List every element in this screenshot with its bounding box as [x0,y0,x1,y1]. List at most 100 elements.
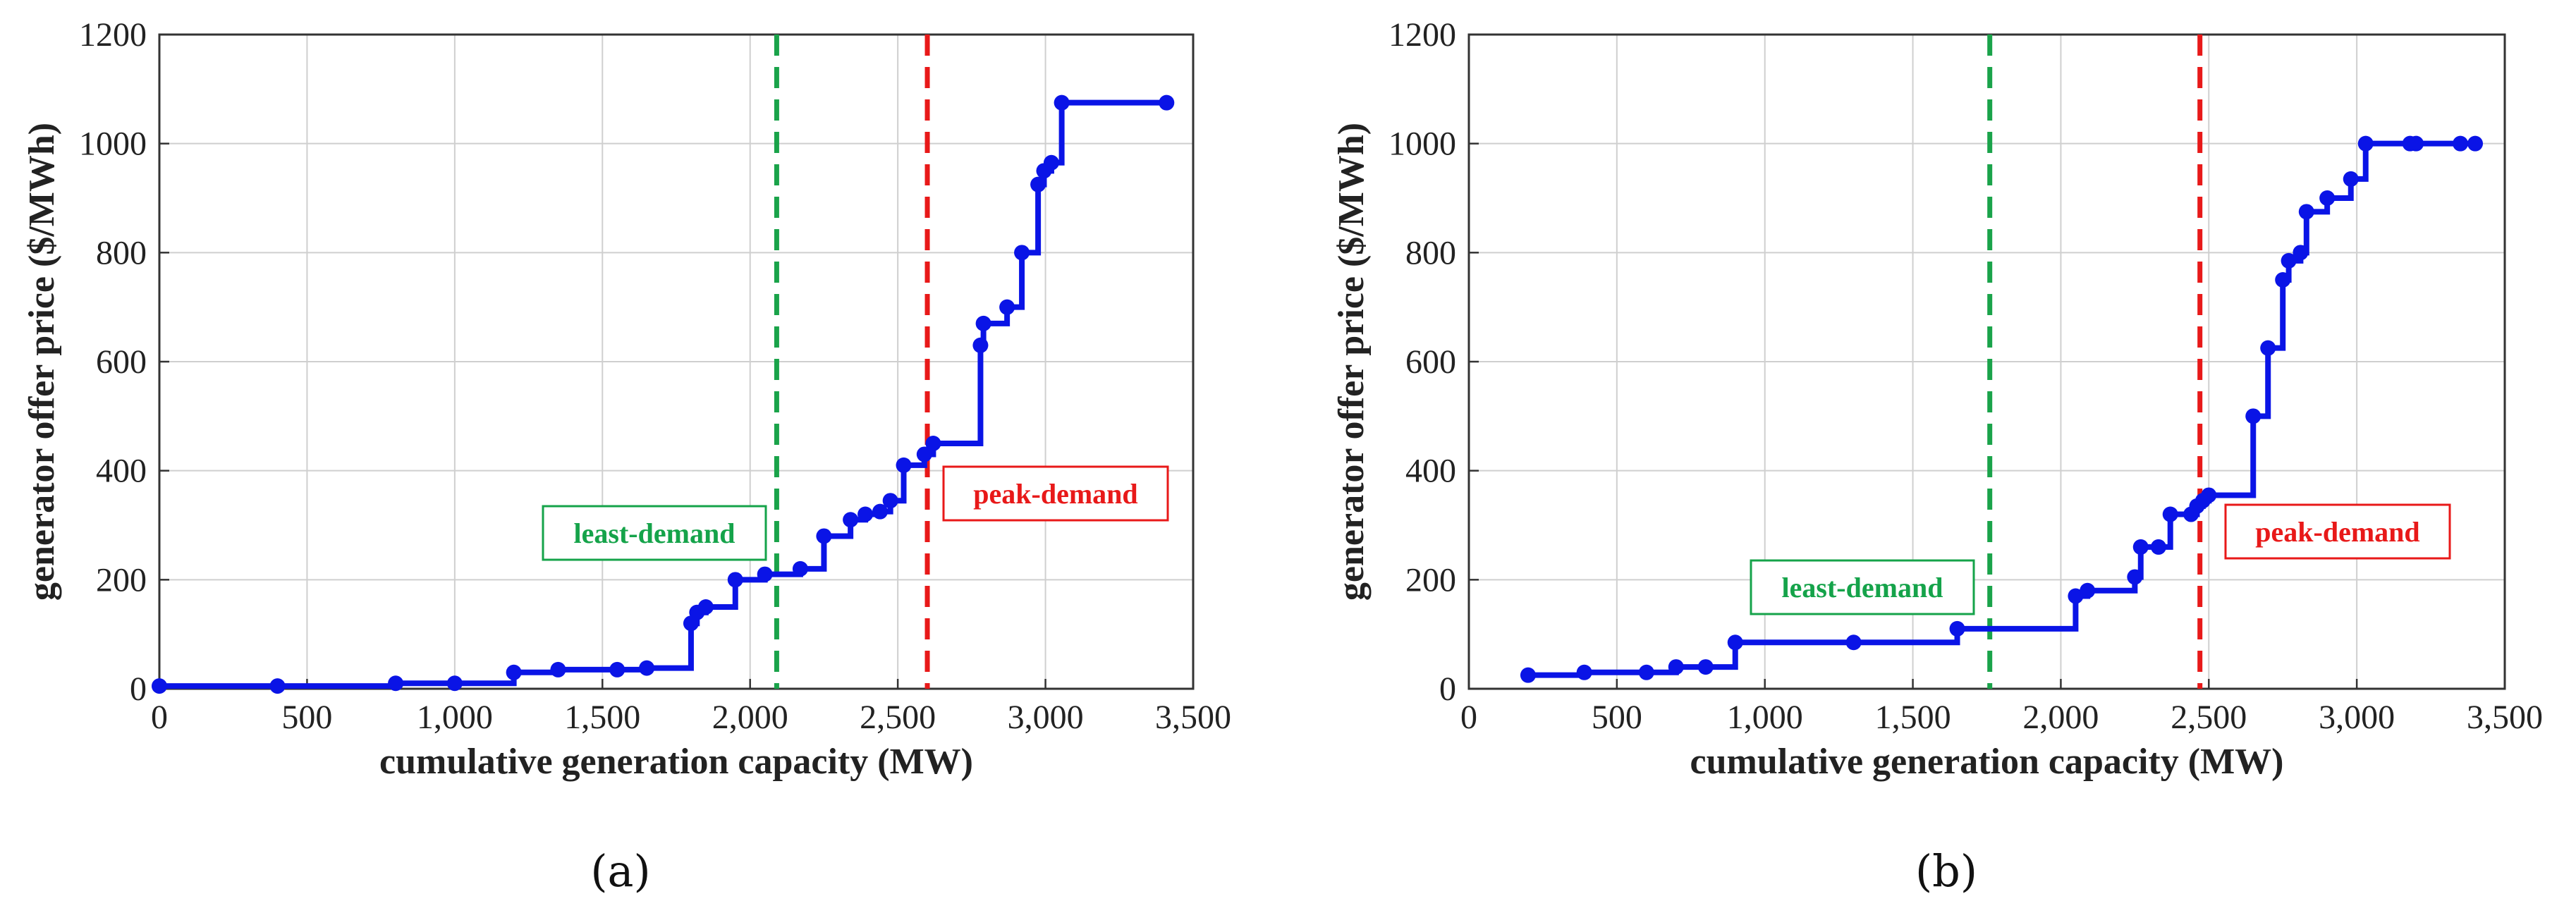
data-point [2357,135,2374,152]
data-point [506,664,522,680]
data-point [2319,190,2336,206]
data-point [1030,176,1046,192]
peak-demand-label: peak-demand [973,478,1137,510]
data-point [1576,664,1592,680]
data-point [639,660,655,676]
data-point [792,560,808,577]
data-point [1014,245,1030,261]
data-point [2467,135,2484,152]
data-point [727,572,743,588]
data-point [2068,588,2084,604]
x-tick-label: 0 [1460,699,1477,736]
peak-demand-label-box [2224,503,2451,560]
data-point [1697,659,1714,675]
data-point [2260,340,2276,356]
x-tick-label: 3,500 [1155,699,1231,736]
y-tick-label: 1200 [1388,16,1456,54]
y-tick-label: 1200 [79,16,147,54]
y-tick-label: 600 [1405,343,1456,381]
data-point [975,315,991,331]
data-point [816,528,832,544]
series-line [159,99,1167,689]
y-tick-label: 800 [1405,234,1456,271]
data-point [2275,272,2291,288]
peak-demand-label-box [942,465,1169,522]
data-point [388,675,404,692]
chart-panel-a: 0 500 1,000 1,500 2,000 2,500 3,000 3,500 0 200 40… [22,16,1231,897]
data-point [1054,94,1070,111]
x-tick-label: 3,000 [1008,699,1084,736]
x-tick-label: 500 [281,699,332,736]
data-point [2298,204,2314,220]
x-tick-label: 2,500 [2171,699,2247,736]
data-point [2293,245,2309,261]
data-point [2150,539,2166,555]
y-tick-label: 200 [1405,561,1456,599]
data-point [1638,664,1654,680]
data-point [925,436,941,451]
x-tick-label: 0 [151,699,168,736]
x-tick-label: 1,500 [1875,699,1951,736]
y-axis-label: generator offer price ($/MWh) [22,123,62,601]
least-demand-label-box [542,505,767,561]
y-tick-label: 1000 [79,125,147,163]
data-point [1159,94,1175,111]
y-tick-label: 400 [1405,453,1456,490]
data-point [550,661,566,677]
data-point [2201,487,2217,503]
y-tick-label: 400 [96,453,147,490]
x-tick-label: 3,000 [2319,699,2395,736]
data-point [1520,667,1536,683]
data-point [1949,620,1965,637]
least-demand-label-group: least-demand [1750,559,1975,615]
x-tick-label: 2,000 [712,699,788,736]
data-point [697,599,714,615]
y-tick-label: 1000 [1388,125,1456,163]
x-tick-label: 500 [1592,699,1642,736]
data-point [609,661,625,677]
x-tick-label: 2,500 [860,699,936,736]
x-tick-label: 1,000 [1727,699,1803,736]
x-tick-label: 3,500 [2467,699,2543,736]
y-axis-label: generator offer price ($/MWh) [1331,123,1372,601]
y-tick-label: 200 [96,561,147,599]
data-point [2453,135,2469,152]
x-axis-label: cumulative generation capacity (MW) [1690,742,2284,782]
data-point [872,503,889,520]
data-point [2281,252,2297,269]
least-demand-label-group: least-demand [542,505,767,561]
data-point [2162,506,2178,522]
data-point [2132,539,2149,555]
data-point [896,457,912,473]
chart-panel-b: 0 500 1,000 1,500 2,000 2,500 3,000 3,500 0 200 40… [1331,16,2543,897]
y-tick-label: 800 [96,234,147,271]
data-point [2245,408,2261,424]
data-point [1043,154,1059,171]
data-point [857,506,874,522]
data-point [843,512,859,528]
data-point [1668,659,1684,675]
panel-caption: (a) [590,845,650,897]
data-point [152,678,167,694]
data-point [2343,171,2359,187]
x-tick-label: 1,000 [417,699,493,736]
panel-caption: (b) [1915,845,1977,897]
data-point [1727,634,1743,651]
data-point [916,446,932,462]
least-demand-label: least-demand [574,517,735,549]
y-tick-label: 600 [96,343,147,381]
data-point [1845,634,1862,651]
data-point [972,337,989,353]
peak-demand-label-group: peak-demand [2224,503,2451,560]
y-tick-label: 0 [1439,670,1456,708]
data-point [757,566,773,582]
x-tick-label: 1,500 [564,699,640,736]
peak-demand-label-group: peak-demand [942,465,1169,522]
data-point [2408,135,2424,152]
data-point [446,675,463,692]
data-point [999,299,1015,315]
data-point [2127,569,2143,585]
data-point [882,493,898,509]
series-line [1527,140,2476,678]
